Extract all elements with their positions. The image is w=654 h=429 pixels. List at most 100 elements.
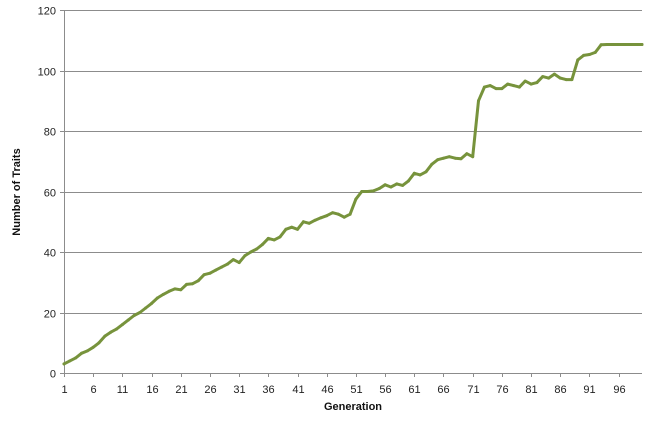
data-point (319, 216, 323, 220)
data-point (167, 289, 171, 293)
data-point (290, 225, 294, 229)
data-point (144, 306, 148, 310)
data-point (185, 282, 189, 286)
y-tick-label: 100 (38, 67, 56, 79)
data-point (558, 76, 562, 80)
data-point (366, 190, 370, 193)
data-point (202, 273, 206, 277)
data-point (97, 341, 101, 345)
y-tick-label: 120 (38, 6, 56, 18)
data-point (529, 82, 533, 86)
data-point (150, 301, 154, 305)
x-axis-title: Generation (324, 401, 382, 413)
data-point (214, 268, 218, 272)
data-point (155, 296, 159, 300)
data-point (424, 170, 428, 174)
data-point (477, 99, 480, 103)
data-point (447, 155, 451, 159)
data-point (471, 155, 475, 159)
data-point (109, 330, 113, 334)
gridlines (64, 10, 642, 314)
data-point (599, 43, 603, 47)
data-point (278, 235, 282, 239)
data-point (126, 318, 130, 322)
x-tick-labels: 1 6 11 16 21 26 31 36 41 46 51 56 61 66 71 76 81 86 91 96 (61, 384, 625, 396)
data-point (552, 72, 556, 76)
data-point (541, 75, 545, 79)
data-point (564, 78, 568, 82)
data-point (115, 327, 118, 331)
data-point (517, 85, 521, 89)
x-tick-label: 66 (437, 384, 449, 396)
data-point (196, 279, 200, 283)
data-point (570, 78, 574, 82)
x-tick-label: 26 (204, 384, 216, 396)
data-point (255, 247, 259, 251)
x-tick-label: 31 (233, 384, 245, 396)
series-line (62, 43, 644, 366)
x-tick-label: 76 (496, 384, 508, 396)
data-point (91, 345, 95, 349)
x-tick-label: 11 (117, 384, 128, 396)
data-point (173, 287, 177, 291)
data-point (588, 53, 591, 56)
data-point (611, 43, 615, 46)
data-point (138, 311, 142, 314)
data-point (272, 238, 276, 242)
data-point (301, 220, 305, 224)
data-point (68, 359, 72, 363)
x-tick-label: 46 (321, 384, 333, 396)
data-point (284, 227, 288, 231)
data-point (453, 156, 457, 160)
data-point (395, 182, 399, 186)
data-point (582, 53, 586, 57)
data-point (389, 185, 393, 189)
data-point (442, 156, 445, 160)
data-point (371, 189, 375, 193)
x-tick-label: 71 (467, 384, 479, 396)
axes (60, 10, 642, 377)
data-point (80, 351, 83, 355)
data-point (132, 314, 136, 317)
x-tick-label: 56 (379, 384, 391, 396)
x-tick-label: 96 (613, 384, 625, 396)
data-point (412, 171, 416, 175)
series-group (62, 43, 644, 366)
data-point (296, 227, 299, 231)
y-tick-label: 80 (44, 127, 56, 139)
data-point (336, 212, 340, 216)
data-point (249, 250, 253, 254)
data-point (500, 87, 504, 91)
data-point (494, 87, 498, 91)
data-point (593, 50, 597, 54)
data-point (488, 84, 492, 88)
x-tick-label: 81 (525, 384, 537, 396)
data-point (325, 214, 329, 218)
data-point (401, 183, 405, 187)
data-point (331, 211, 335, 215)
data-point (360, 190, 364, 193)
data-point (103, 334, 107, 338)
x-tick-label: 86 (554, 384, 566, 396)
data-point (85, 349, 89, 353)
data-point (640, 43, 644, 46)
data-point (266, 236, 270, 240)
data-point (576, 58, 580, 62)
data-point (179, 288, 183, 292)
data-point (459, 157, 463, 161)
data-point (535, 81, 539, 85)
data-point (342, 215, 346, 219)
data-point (436, 158, 440, 162)
data-point (62, 362, 66, 366)
x-tick-label: 16 (146, 384, 158, 396)
data-point (208, 271, 212, 275)
data-point (628, 43, 632, 46)
x-tick-label: 91 (583, 384, 595, 396)
y-tick-label: 60 (44, 188, 56, 200)
data-point (220, 265, 224, 269)
x-tick-label: 21 (175, 384, 187, 396)
data-point (313, 218, 317, 222)
data-point (623, 43, 626, 46)
